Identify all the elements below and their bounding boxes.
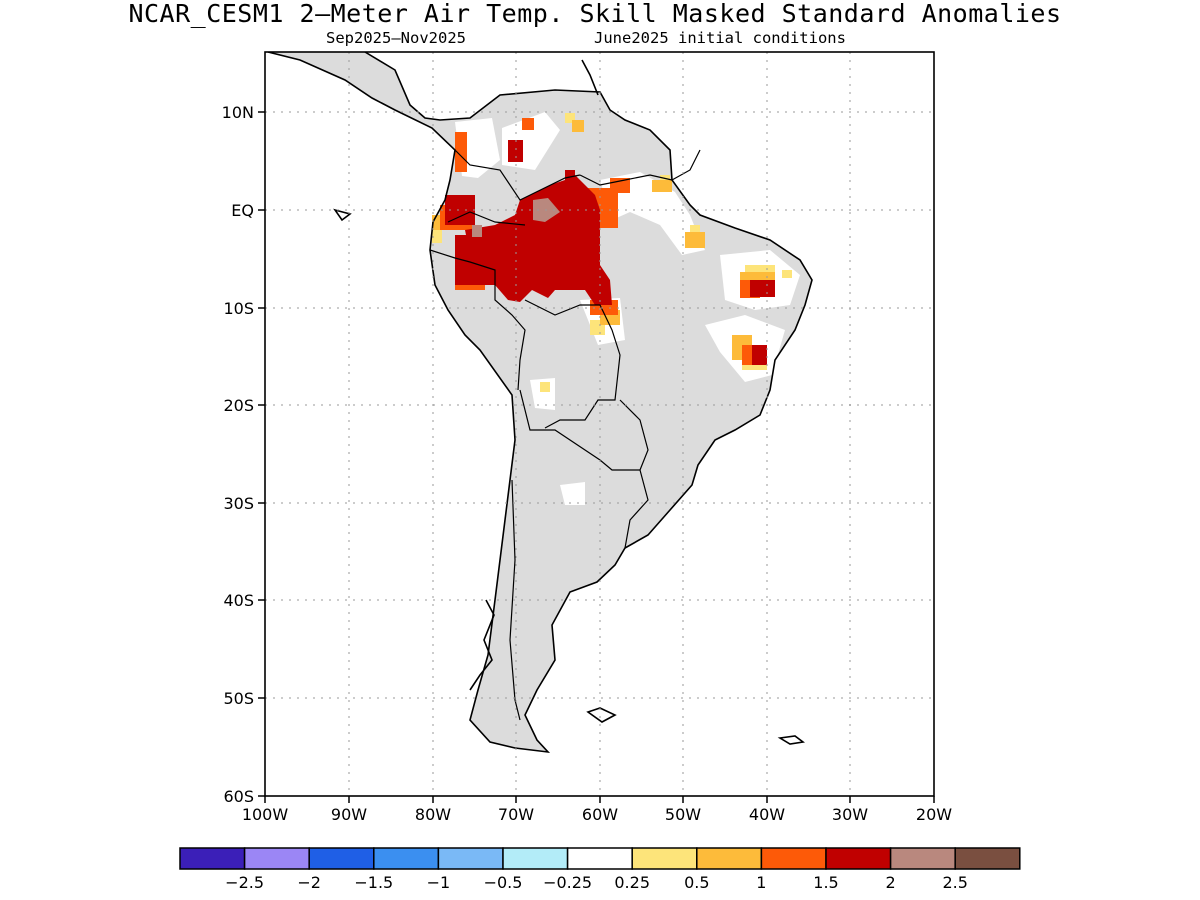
lon-tick-label: 40W [749,805,785,824]
lat-tick-label: 60S [223,787,254,806]
colorbar-swatch [760,847,827,870]
colorbar-label: −1.5 [354,873,393,892]
colorbar-swatch [437,847,504,870]
map-plot-area [265,52,934,796]
season-subtitle: Sep2025—Nov2025 [326,29,466,47]
colorbar-swatch [179,847,246,870]
anomaly-2-2.5-cells [445,140,775,365]
longitude-axis: 100W 90W 80W 70W 60W 50W 40W 30W 20W [242,796,952,824]
lon-tick-label: 80W [415,805,451,824]
lon-tick-label: 90W [331,805,367,824]
colorbar-label: −0.25 [543,873,592,892]
lat-tick-label: 10N [222,103,254,122]
colorbar-swatch [502,847,569,870]
colorbar-label: 2 [886,873,896,892]
colorbar-label: 0.25 [614,873,650,892]
colorbar-swatch [243,847,310,870]
colorbar-label: 1.5 [813,873,838,892]
colorbar-swatch [566,847,633,870]
colorbar-labels: −2.5 −2 −1.5 −1 −0.5 −0.25 0.25 0.5 1 1.5 2 2.5 [225,873,968,892]
lon-tick-label: 60W [582,805,618,824]
colorbar-label: 0.5 [684,873,709,892]
colorbar-swatch [308,847,375,870]
colorbar-swatch [696,847,763,870]
colorbar-label: −2 [297,873,321,892]
colorbar-swatch [631,847,698,870]
colorbar-label: 2.5 [942,873,967,892]
lon-tick-label: 100W [242,805,289,824]
lon-tick-label: 20W [916,805,952,824]
latitude-axis: 10N EQ 10S 20S 30S 40S 50S 60S [222,103,265,806]
colorbar [179,847,1021,870]
lat-tick-label: 40S [223,591,254,610]
colorbar-swatch [954,847,1021,870]
country-borders [429,149,701,721]
lat-tick-label: 20S [223,396,254,415]
colorbar-label: −0.5 [484,873,523,892]
lon-tick-label: 30W [832,805,868,824]
lat-tick-label: EQ [231,201,254,220]
lat-tick-label: 30S [223,494,254,513]
colorbar-label: −2.5 [225,873,264,892]
colorbar-swatch [889,847,956,870]
lon-tick-label: 70W [498,805,534,824]
lat-tick-label: 50S [223,689,254,708]
colorbar-label: −1 [427,873,451,892]
colorbar-label: 1 [756,873,766,892]
colorbar-swatch [373,847,440,870]
map-title: NCAR_CESM1 2—Meter Air Temp. Skill Maske… [128,0,1062,28]
coastline [267,52,813,754]
lon-tick-label: 50W [665,805,701,824]
lat-tick-label: 10S [223,299,254,318]
colorbar-swatch [825,847,892,870]
init-conditions-subtitle: June2025 initial conditions [594,29,846,47]
